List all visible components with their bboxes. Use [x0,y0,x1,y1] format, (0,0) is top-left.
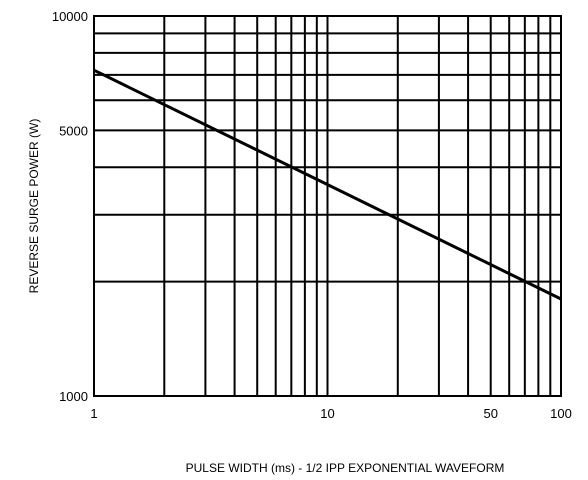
y-tick-label: 5000 [59,123,88,138]
x-gridlines [163,16,552,396]
x-tick-label: 50 [483,406,497,421]
x-axis-label: PULSE WIDTH (ms) - 1/2 IPP EXPONENTIAL W… [186,461,505,475]
y-tick-labels: 1000 5000 10000 [52,9,88,404]
series-line [93,68,562,301]
y-gridlines [94,32,561,283]
x-tick-label: 10 [320,406,334,421]
y-axis-label: REVERSE SURGE POWER (W) [27,119,41,294]
x-tick-label: 100 [550,406,572,421]
x-tick-labels: 1 10 50 100 [90,406,571,421]
y-tick-label: 1000 [59,389,88,404]
y-tick-label: 10000 [52,9,88,24]
plot-frame [93,15,562,397]
x-tick-label: 1 [90,406,97,421]
